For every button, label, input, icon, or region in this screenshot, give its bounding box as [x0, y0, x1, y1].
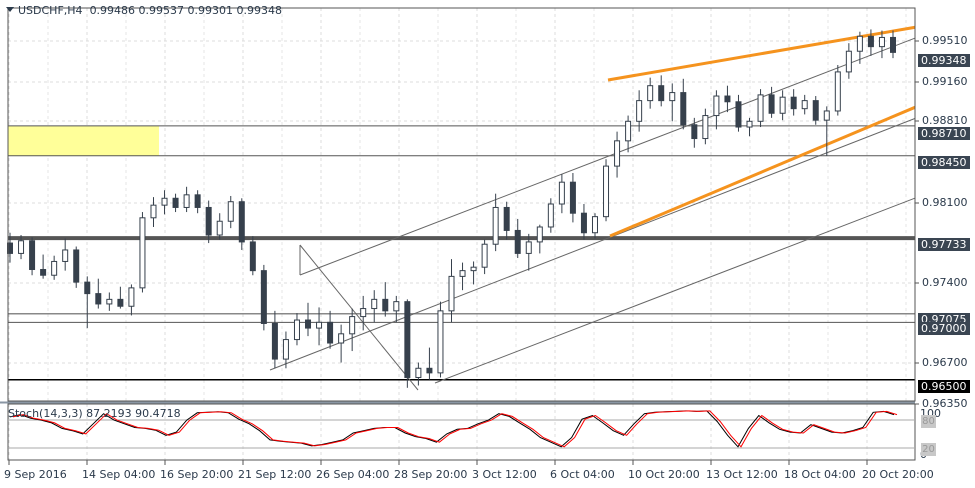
stochastic-title: Stoch(14,3,3) 87.2193 90.4718	[8, 407, 181, 420]
price-label: 0.96350	[922, 397, 968, 410]
price-label: 0.96500	[918, 380, 970, 393]
ohlc-values: 0.99486 0.99537 0.99301 0.99348	[89, 4, 283, 17]
price-label: 0.96700	[922, 356, 968, 369]
price-label: 0.97400	[922, 276, 968, 289]
channel-line	[269, 117, 915, 371]
channel-line	[434, 197, 915, 384]
time-label: 20 Oct 20:00	[862, 468, 934, 481]
highlight-zone	[8, 125, 159, 156]
price-label: 0.97000	[918, 322, 970, 335]
price-label: 0.98710	[918, 127, 970, 140]
trendlines[interactable]	[269, 15, 975, 391]
stoch-tag-20: 20	[921, 443, 936, 456]
time-label: 16 Sep 20:00	[160, 468, 234, 481]
stoch-tag-80: 80	[921, 415, 936, 428]
axis-ticks	[8, 40, 919, 465]
time-label: 13 Oct 12:00	[706, 468, 778, 481]
time-label: 14 Sep 04:00	[82, 468, 156, 481]
time-label: 28 Sep 20:00	[394, 468, 468, 481]
time-label: 3 Oct 12:00	[472, 468, 537, 481]
chart-frames	[0, 7, 916, 461]
orange-trendline-upper	[607, 25, 915, 82]
time-label: 9 Sep 2016	[4, 468, 67, 481]
channel-line	[299, 244, 419, 391]
price-label: 0.98450	[918, 156, 970, 169]
time-label: 6 Oct 04:00	[550, 468, 615, 481]
time-label: 26 Sep 04:00	[316, 468, 390, 481]
symbol-label: USDCHF,H4	[18, 4, 83, 17]
chart-title[interactable]: USDCHF,H4 0.99486 0.99537 0.99301 0.9934…	[6, 4, 282, 17]
horizontal-levels[interactable]	[8, 125, 915, 381]
channel-line	[299, 37, 915, 276]
collapse-triangle-icon[interactable]	[6, 7, 14, 12]
time-label: 21 Sep 12:00	[238, 468, 312, 481]
price-label: 0.97733	[918, 238, 970, 251]
candlestick-series	[7, 29, 896, 388]
price-label: 0.98810	[922, 114, 968, 127]
time-label: 10 Oct 20:00	[628, 468, 700, 481]
orange-trendline-lower	[609, 105, 915, 238]
price-label: 0.99510	[922, 34, 968, 47]
price-label: 0.98100	[922, 196, 968, 209]
price-label: 0.99160	[922, 75, 968, 88]
time-label: 18 Oct 04:00	[784, 468, 856, 481]
stochastic-lines	[9, 410, 898, 448]
price-label: 0.99348	[918, 54, 970, 67]
